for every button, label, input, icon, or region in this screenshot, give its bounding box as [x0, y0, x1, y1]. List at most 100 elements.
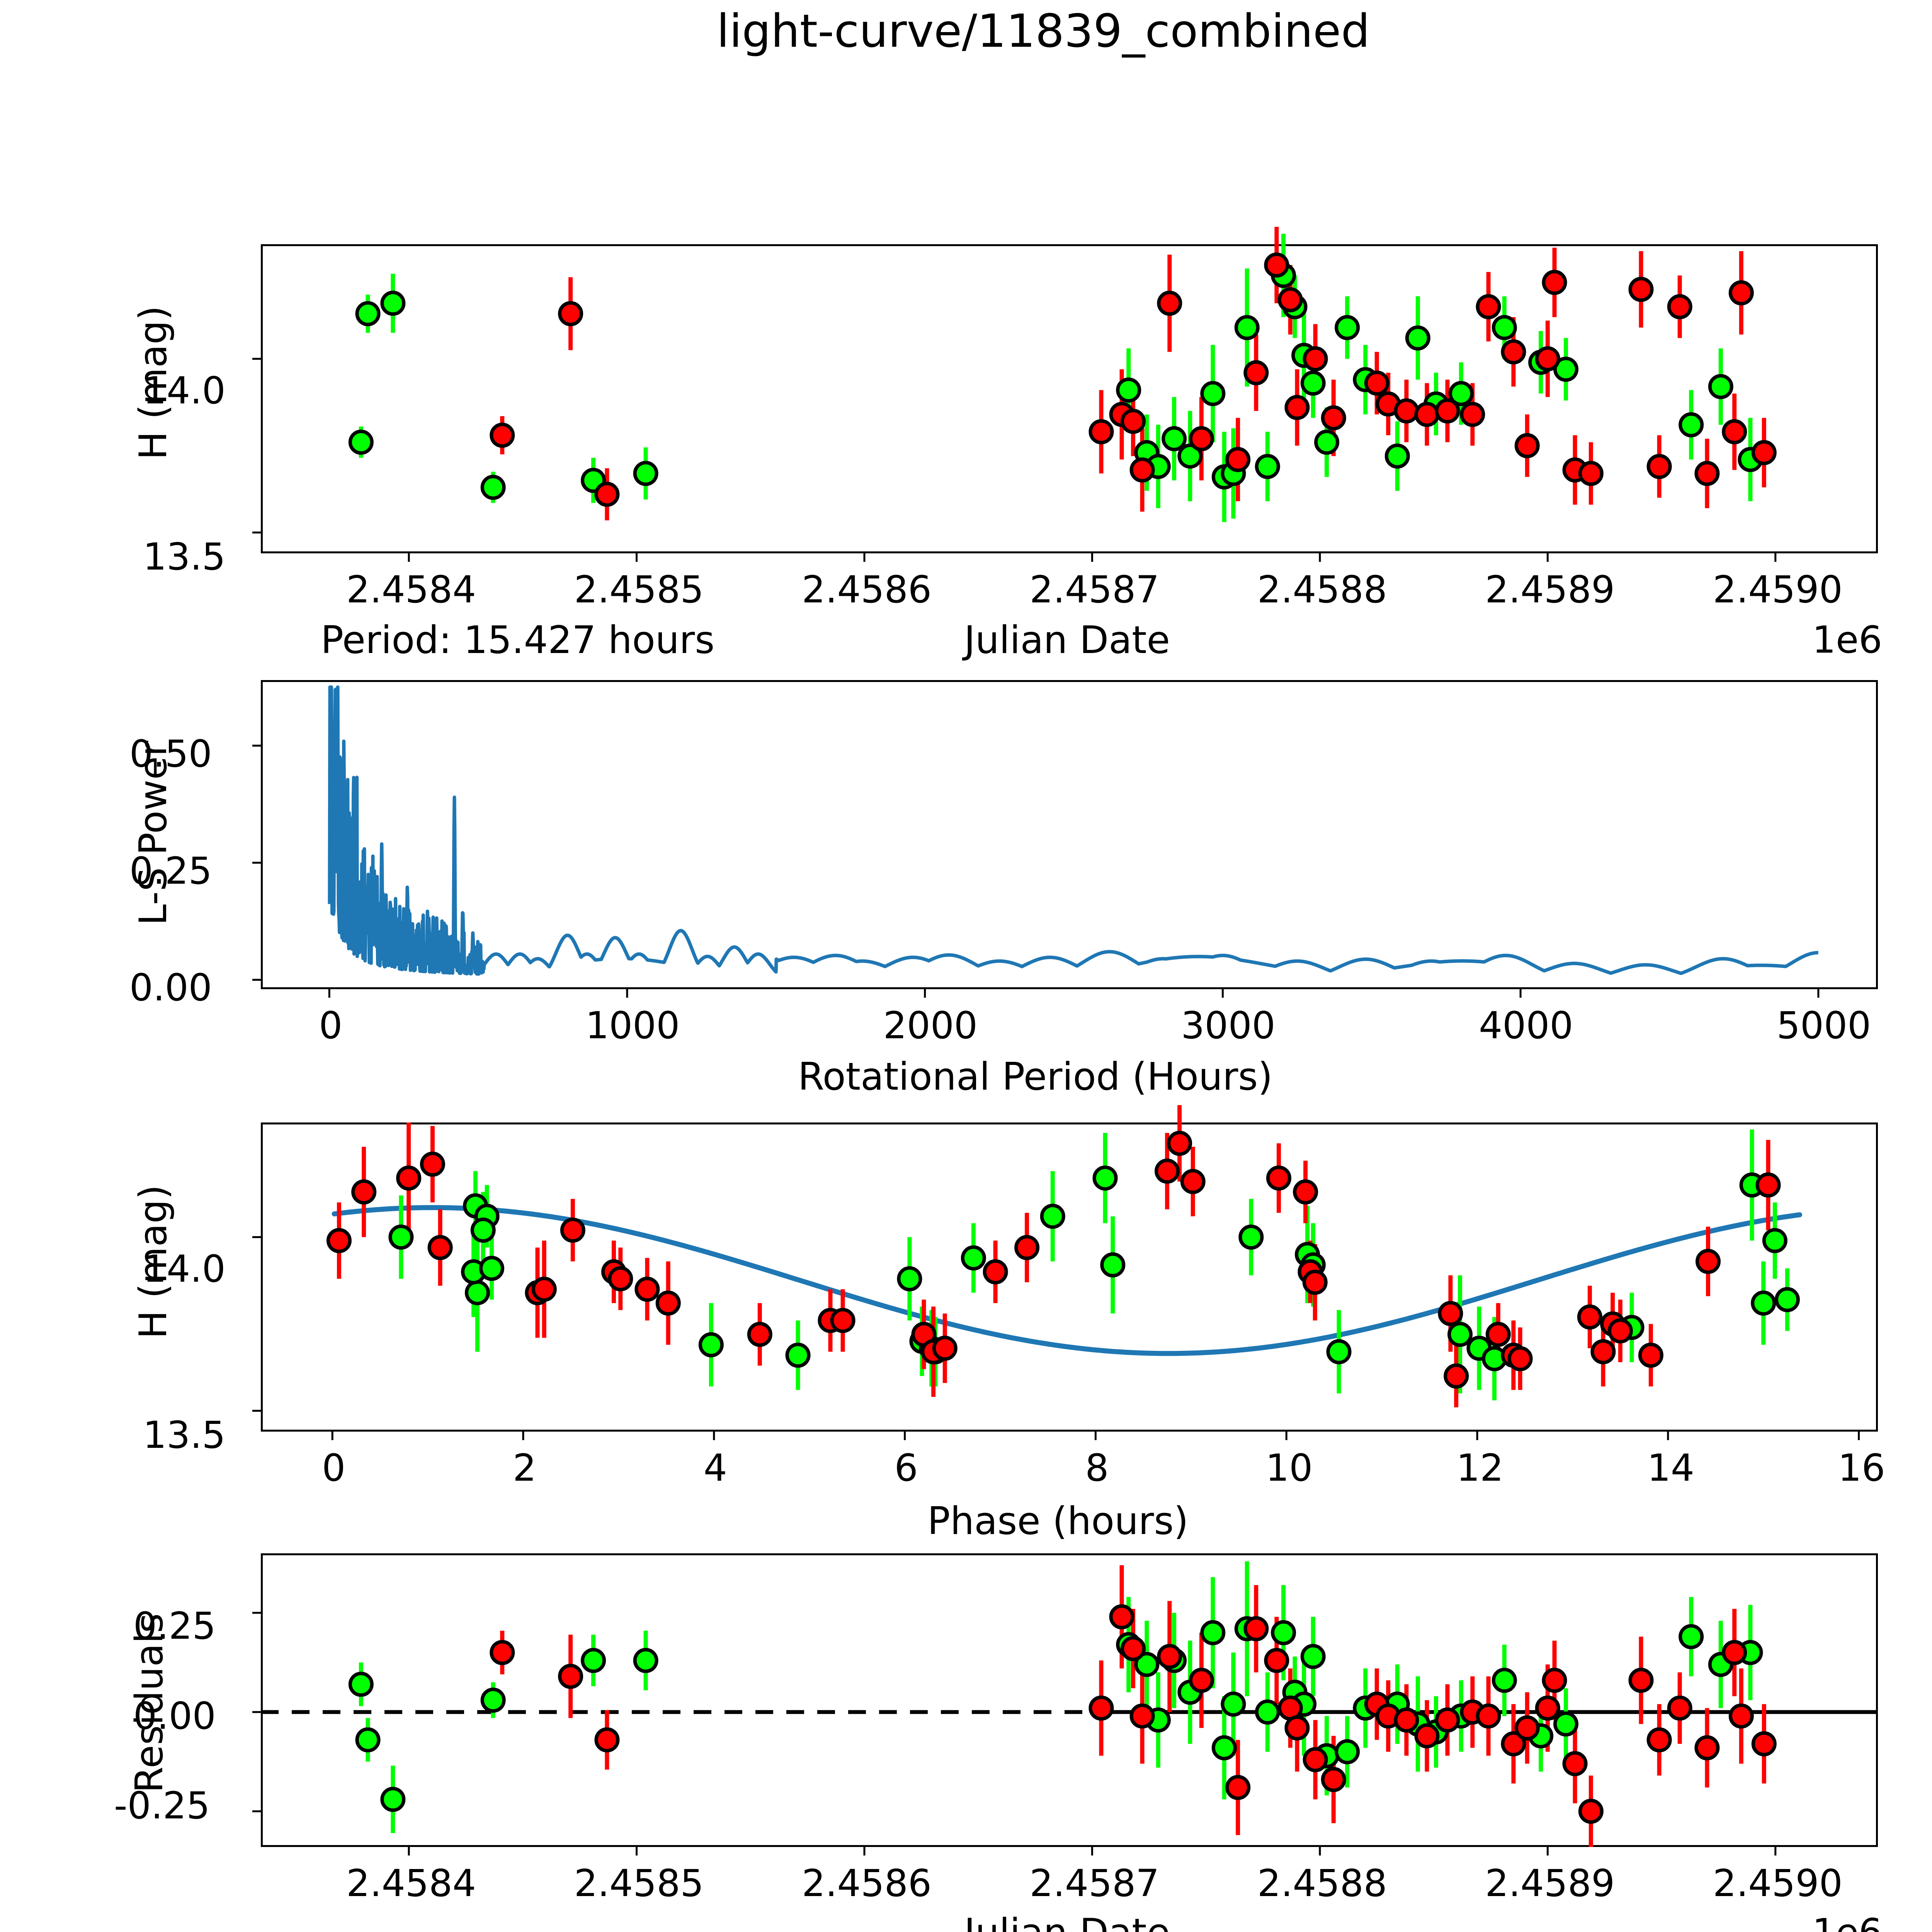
data-point [1679, 412, 1704, 437]
data-point [1088, 1696, 1114, 1721]
xtick-label: 2.4585 [574, 1862, 704, 1905]
xtick-label: 4 [703, 1446, 727, 1490]
panel4-offset-text: 1e6 [1812, 1911, 1882, 1932]
data-point [1300, 371, 1326, 396]
xtick-label: 2.4584 [346, 568, 476, 611]
data-point [1492, 315, 1517, 340]
xtick-label: 8 [1085, 1446, 1109, 1490]
data-point [1088, 419, 1114, 444]
panel1-ytick-1: 13.5 [143, 535, 226, 578]
data-point [1167, 1131, 1192, 1156]
periodogram-line [328, 685, 1820, 976]
panel3-ytick-1: 13.5 [143, 1413, 226, 1457]
data-point [420, 1151, 445, 1177]
data-point [1708, 374, 1733, 400]
panel3-ytick-0: 14.0 [143, 1247, 226, 1291]
xtick-label: 2.4588 [1257, 568, 1387, 611]
xtick-label: 2.4586 [802, 1862, 932, 1905]
data-point [1121, 1636, 1146, 1661]
data-point [1553, 357, 1578, 382]
data-point [558, 1663, 583, 1689]
data-point [1667, 1696, 1692, 1721]
data-point [1321, 405, 1346, 430]
xtick-label: 2 [512, 1446, 537, 1490]
data-point [1326, 1339, 1352, 1364]
data-point [1501, 1731, 1526, 1757]
data-point [396, 1165, 422, 1191]
data-point [351, 1179, 377, 1205]
data-point [1751, 1731, 1777, 1757]
data-point [1542, 1668, 1567, 1693]
data-point [1200, 381, 1226, 406]
data-point [1255, 454, 1280, 479]
panel3-xlabel: Phase (hours) [927, 1499, 1189, 1543]
xtick-label: 10 [1265, 1446, 1313, 1490]
data-point [560, 1218, 585, 1243]
data-point [1476, 1703, 1501, 1729]
xtick-label: 4000 [1479, 1004, 1573, 1047]
panel1-offset-text: 1e6 [1812, 618, 1883, 662]
data-point [1501, 339, 1526, 365]
data-point [1447, 1321, 1473, 1347]
data-point [348, 1672, 374, 1697]
data-point [1221, 1691, 1246, 1717]
data-point [326, 1228, 352, 1253]
panel4-ytick-0: 0.25 [133, 1604, 216, 1648]
data-point [1109, 1604, 1134, 1629]
data-point [1755, 1172, 1781, 1198]
data-point [1238, 1225, 1264, 1250]
data-point [1562, 1751, 1588, 1776]
data-point [380, 291, 406, 316]
data-point [1264, 252, 1289, 278]
xtick-label: 2.4589 [1485, 1862, 1615, 1905]
data-point [490, 422, 515, 448]
panel1-ytick-0: 14.0 [143, 369, 226, 412]
data-point [1335, 315, 1360, 340]
data-point [1014, 1235, 1040, 1260]
data-point [932, 1335, 957, 1361]
xtick-label: 2.4586 [802, 568, 932, 611]
data-point [1438, 1301, 1463, 1326]
data-point [594, 481, 620, 507]
data-point [1180, 1169, 1206, 1194]
data-point [1514, 1715, 1540, 1741]
data-point [655, 1290, 681, 1316]
data-point [1100, 1252, 1126, 1278]
data-point [1507, 1346, 1533, 1371]
xtick-label: 2.4589 [1485, 568, 1615, 611]
data-point [1314, 429, 1340, 455]
data-point [1751, 440, 1777, 465]
data-point [1157, 1644, 1182, 1669]
data-point [1638, 1342, 1663, 1368]
xtick-label: 0 [319, 1004, 343, 1047]
data-point [1646, 454, 1672, 479]
data-point [1243, 1616, 1269, 1641]
data-point [1092, 1165, 1118, 1191]
data-point [698, 1332, 724, 1357]
data-point [594, 1727, 620, 1753]
data-point [1646, 1727, 1672, 1753]
data-point [558, 301, 583, 327]
data-point [1722, 419, 1747, 444]
data-point [1751, 1290, 1776, 1316]
data-point [1284, 1715, 1310, 1741]
data-point [1696, 1249, 1721, 1274]
data-point [1116, 378, 1141, 403]
data-point [1628, 277, 1654, 302]
data-point [897, 1266, 922, 1291]
data-point [1189, 426, 1214, 451]
data-point [480, 474, 506, 500]
data-point [1040, 1204, 1065, 1229]
data-point [1514, 433, 1540, 458]
data-point [1255, 1699, 1280, 1725]
data-point [1129, 457, 1155, 483]
xtick-label: 6 [894, 1446, 918, 1490]
xtick-label: 2.4590 [1713, 568, 1843, 611]
data-point [380, 1787, 406, 1812]
data-point [355, 301, 381, 327]
data-point [1435, 398, 1460, 423]
xtick-label: 14 [1647, 1446, 1694, 1490]
